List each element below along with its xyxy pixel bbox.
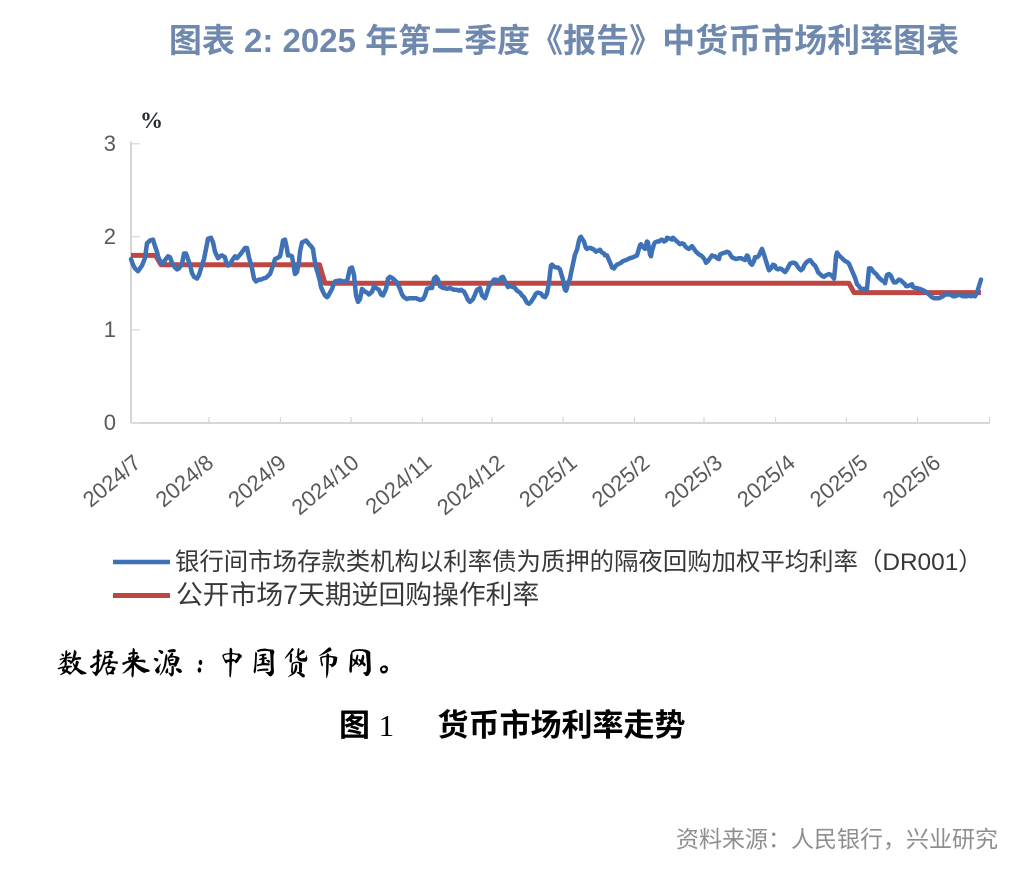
svg-text:图表 2: 2025 年第二季度《报告》中货币市场利率图表: 图表 2: 2025 年第二季度《报告》中货币市场利率图表 xyxy=(169,22,959,59)
svg-text:2025/2: 2025/2 xyxy=(587,450,655,512)
svg-text:2024/11: 2024/11 xyxy=(361,450,437,519)
svg-text:图 1 货币市场利率走势: 图 1 货币市场利率走势 xyxy=(339,708,686,743)
svg-text:2024/12: 2024/12 xyxy=(432,450,509,520)
svg-text:2025/1: 2025/1 xyxy=(514,450,582,512)
svg-text:1: 1 xyxy=(104,317,116,342)
svg-text:2024/8: 2024/8 xyxy=(151,450,219,512)
svg-text:数据来源：中国货币网。: 数据来源：中国货币网。 xyxy=(56,646,408,679)
svg-text:%: % xyxy=(140,108,163,133)
svg-text:公开市场7天期逆回购操作利率: 公开市场7天期逆回购操作利率 xyxy=(176,580,539,610)
svg-text:2025/6: 2025/6 xyxy=(878,450,946,512)
svg-text:2025/5: 2025/5 xyxy=(805,450,873,512)
svg-text:2024/9: 2024/9 xyxy=(223,450,291,512)
svg-text:3: 3 xyxy=(104,131,116,156)
svg-text:2025/4: 2025/4 xyxy=(732,450,800,512)
svg-text:2024/10: 2024/10 xyxy=(287,450,364,520)
svg-text:0: 0 xyxy=(104,410,116,435)
svg-text:银行间市场存款类机构以利率债为质押的隔夜回购加权平均利率（D: 银行间市场存款类机构以利率债为质押的隔夜回购加权平均利率（DR001） xyxy=(175,549,983,576)
svg-text:资料来源：人民银行，兴业研究: 资料来源：人民银行，兴业研究 xyxy=(676,826,998,852)
svg-text:2: 2 xyxy=(104,224,116,249)
svg-text:2024/7: 2024/7 xyxy=(78,450,146,512)
svg-text:2025/3: 2025/3 xyxy=(659,450,727,512)
